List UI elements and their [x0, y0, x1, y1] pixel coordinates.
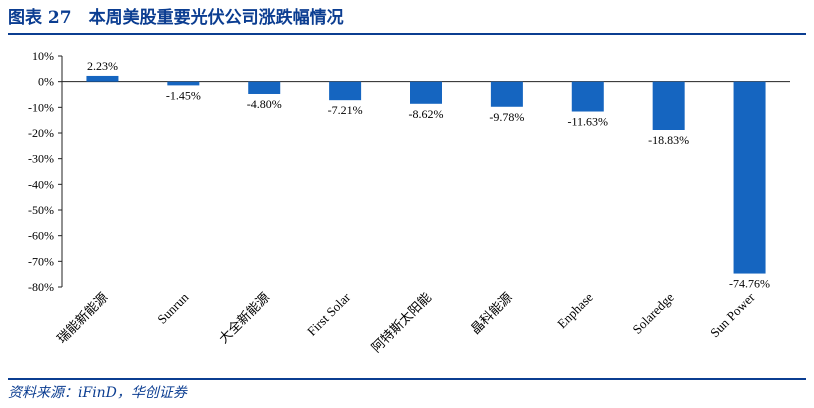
x-category-label: Enphase — [554, 289, 596, 331]
bar — [329, 81, 362, 101]
bar — [571, 81, 604, 112]
bar — [410, 81, 442, 104]
y-axis: 10% 0% -10% -20% -30% -40% -50% -60% -70% -80% — [28, 49, 790, 294]
y-tick-label: 10% — [32, 49, 54, 63]
bar-data-label: -7.21% — [328, 103, 363, 117]
bar-data-label: 2.23% — [87, 59, 118, 73]
x-category-label: 晶科能源 — [468, 290, 515, 337]
x-category-label: 大全新能源 — [216, 290, 273, 347]
bar-chart: 10% 0% -10% -20% -30% -40% -50% -60% -70% -80% 2.… — [28, 49, 790, 355]
y-tick-label: -70% — [28, 254, 54, 268]
source-note: 资料来源：iFinD，华创证券 — [8, 385, 187, 401]
x-axis-labels: 瑞能新能源 Sunrun 大全新能源 First Solar 阿特斯太阳能 晶科能源 Enp… — [54, 289, 758, 355]
bar-data-label: -11.63% — [568, 115, 609, 129]
bar — [248, 81, 281, 94]
y-tick-label: -30% — [28, 152, 54, 166]
figure-title: 图表 27 本周美股重要光伏公司涨跌幅情况 — [8, 8, 344, 28]
bar — [490, 81, 523, 107]
x-category-label: Solaredge — [629, 289, 677, 337]
x-category-label: Sun Power — [707, 289, 758, 340]
bar-data-label: -74.76% — [729, 277, 770, 291]
bar — [652, 81, 685, 130]
bars: 2.23% -1.45% -4.80% -7.21% -8.62% -9.78% -11.6… — [86, 59, 770, 291]
y-tick-label: -80% — [28, 280, 54, 294]
y-tick-label: -60% — [28, 229, 54, 243]
bar-data-label: -9.78% — [489, 110, 524, 124]
bar — [733, 81, 766, 274]
source-divider — [8, 378, 806, 380]
bar-data-label: -4.80% — [247, 97, 282, 111]
bar — [167, 81, 200, 86]
x-category-label: 阿特斯太阳能 — [368, 290, 434, 356]
y-tick-label: 0% — [38, 75, 54, 89]
bar — [86, 75, 119, 82]
y-tick-label: -20% — [28, 126, 54, 140]
x-category-label: Sunrun — [154, 289, 192, 327]
y-tick-label: -40% — [28, 177, 54, 191]
x-category-label: 瑞能新能源 — [54, 290, 111, 347]
bar-data-label: -1.45% — [166, 88, 201, 102]
bar-data-label: -8.62% — [409, 107, 444, 121]
bar-data-label: -18.83% — [648, 133, 689, 147]
title-divider — [8, 33, 806, 35]
y-tick-label: -10% — [28, 100, 54, 114]
x-category-label: First Solar — [304, 289, 354, 339]
y-tick-label: -50% — [28, 203, 54, 217]
